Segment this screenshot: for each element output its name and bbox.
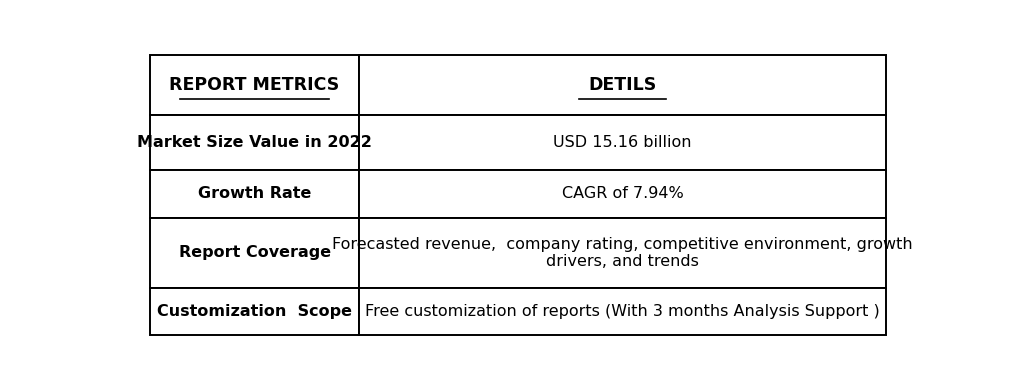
Bar — [360, 288, 886, 336]
Bar — [149, 218, 360, 288]
Bar — [360, 115, 886, 170]
Text: DETILS: DETILS — [589, 76, 656, 94]
Text: Growth Rate: Growth Rate — [198, 187, 311, 202]
Text: Free customization of reports (With 3 months Analysis Support ): Free customization of reports (With 3 mo… — [365, 304, 880, 319]
Bar — [360, 170, 886, 218]
Bar — [149, 170, 360, 218]
Bar — [360, 55, 886, 115]
Bar — [149, 55, 360, 115]
Text: Market Size Value in 2022: Market Size Value in 2022 — [137, 135, 372, 150]
Text: Forecasted revenue,  company rating, competitive environment, growth
drivers, an: Forecasted revenue, company rating, comp… — [332, 236, 913, 269]
Text: REPORT METRICS: REPORT METRICS — [170, 76, 339, 94]
Text: Customization  Scope: Customization Scope — [158, 304, 352, 319]
Text: Report Coverage: Report Coverage — [179, 245, 330, 260]
Bar — [149, 115, 360, 170]
Bar — [149, 288, 360, 336]
Text: CAGR of 7.94%: CAGR of 7.94% — [562, 187, 684, 202]
Text: USD 15.16 billion: USD 15.16 billion — [553, 135, 692, 150]
Bar — [360, 218, 886, 288]
